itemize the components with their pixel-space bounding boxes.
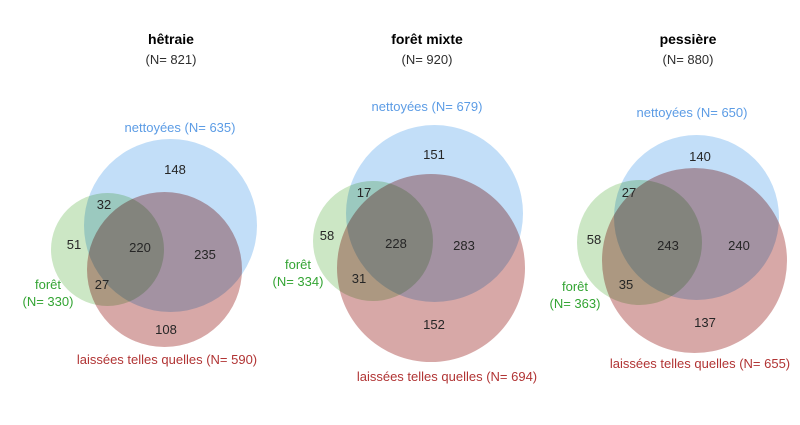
foret-mixte-count-laissees-only: 152: [423, 317, 445, 332]
hetraie-count-foret-laissees: 27: [95, 277, 109, 292]
hetraie-n-total: (N= 821): [146, 52, 197, 67]
pessiere-n-total: (N= 880): [663, 52, 714, 67]
hetraie-title: hêtraie: [148, 31, 194, 47]
foret-mixte-count-nettoyees-laissees: 283: [453, 238, 475, 253]
venn-hetraie: hêtraie (N= 821) nettoyées (N= 635) forê…: [23, 31, 258, 367]
venn-pessiere: pessière (N= 880) nettoyées (N= 650) for…: [550, 31, 791, 371]
hetraie-label-nettoyees: nettoyées (N= 635): [125, 120, 236, 135]
foret-mixte-label-foret-line2: (N= 334): [273, 274, 324, 289]
hetraie-count-nettoyees-laissees: 235: [194, 247, 216, 262]
pessiere-label-laissees: laissées telles quelles (N= 655): [610, 356, 790, 371]
foret-mixte-count-all-three: 228: [385, 236, 407, 251]
foret-mixte-circle-laissees: [337, 174, 525, 362]
pessiere-count-nettoyees-laissees: 240: [728, 238, 750, 253]
foret-mixte-count-foret-only: 58: [320, 228, 334, 243]
hetraie-label-foret-line2: (N= 330): [23, 294, 74, 309]
foret-mixte-count-nettoyees-only: 151: [423, 147, 445, 162]
pessiere-title: pessière: [660, 31, 717, 47]
pessiere-count-foret-laissees: 35: [619, 277, 633, 292]
pessiere-count-foret-only: 58: [587, 232, 601, 247]
hetraie-label-foret-line1: forêt: [35, 277, 61, 292]
hetraie-count-foret-only: 51: [67, 237, 81, 252]
pessiere-label-foret-line2: (N= 363): [550, 296, 601, 311]
pessiere-circle-laissees: [602, 168, 787, 353]
hetraie-count-all-three: 220: [129, 240, 151, 255]
foret-mixte-count-nettoyees-foret: 17: [357, 185, 371, 200]
foret-mixte-title: forêt mixte: [391, 31, 463, 47]
hetraie-count-laissees-only: 108: [155, 322, 177, 337]
pessiere-count-nettoyees-foret: 27: [622, 185, 636, 200]
foret-mixte-label-nettoyees: nettoyées (N= 679): [372, 99, 483, 114]
foret-mixte-n-total: (N= 920): [402, 52, 453, 67]
pessiere-count-laissees-only: 137: [694, 315, 716, 330]
venn-foret-mixte: forêt mixte (N= 920) nettoyées (N= 679) …: [273, 31, 538, 384]
foret-mixte-count-foret-laissees: 31: [352, 271, 366, 286]
foret-mixte-label-laissees: laissées telles quelles (N= 694): [357, 369, 537, 384]
hetraie-circle-laissees: [87, 192, 242, 347]
hetraie-count-nettoyees-foret: 32: [97, 197, 111, 212]
foret-mixte-label-foret-line1: forêt: [285, 257, 311, 272]
hetraie-label-laissees: laissées telles quelles (N= 590): [77, 352, 257, 367]
pessiere-count-nettoyees-only: 140: [689, 149, 711, 164]
pessiere-label-nettoyees: nettoyées (N= 650): [637, 105, 748, 120]
pessiere-label-foret-line1: forêt: [562, 279, 588, 294]
pessiere-count-all-three: 243: [657, 238, 679, 253]
hetraie-count-nettoyees-only: 148: [164, 162, 186, 177]
